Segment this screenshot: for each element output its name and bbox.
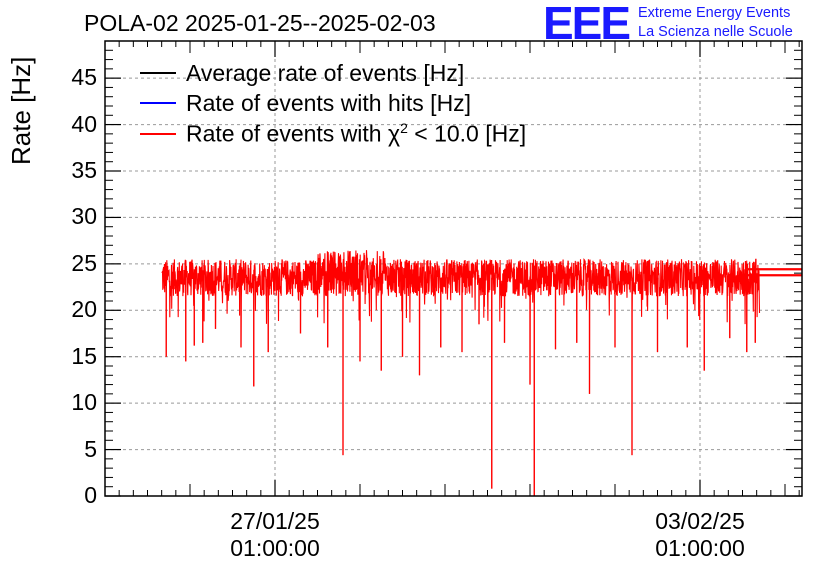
series-chi2-line bbox=[161, 250, 761, 496]
x-tick-time: 01:00:00 bbox=[655, 535, 745, 561]
legend-item-average: Average rate of events [Hz] bbox=[140, 58, 464, 88]
legend-label-average: Average rate of events [Hz] bbox=[186, 59, 465, 86]
axis-ticks bbox=[105, 40, 802, 497]
y-tick-label: 15 bbox=[71, 342, 97, 369]
series-chi2-rate bbox=[161, 250, 761, 496]
plot-frame bbox=[104, 40, 803, 497]
legend-label-hits: Rate of events with hits [Hz] bbox=[186, 89, 472, 116]
legend-swatch-hits bbox=[140, 102, 176, 104]
y-tick-label: 0 bbox=[84, 482, 97, 508]
y-tick-label: 10 bbox=[71, 389, 97, 416]
series-average-rate bbox=[746, 268, 802, 277]
eee-logo-text: Extreme Energy Events La Scienza nelle S… bbox=[638, 4, 793, 42]
legend-label-chi2: Rate of events with χ2 < 10.0 [Hz] bbox=[186, 120, 527, 147]
y-tick-label: 45 bbox=[71, 64, 97, 91]
y-tick-label: 30 bbox=[71, 203, 97, 230]
x-tick-date: 27/01/25 bbox=[230, 508, 320, 534]
y-tick-label: 35 bbox=[71, 157, 97, 183]
y-tick-label: 5 bbox=[84, 435, 97, 462]
legend-swatch-average bbox=[140, 72, 176, 74]
legend-item-chi2: Rate of events with χ2 < 10.0 [Hz] bbox=[140, 119, 526, 149]
x-tick-time: 01:00:00 bbox=[230, 535, 320, 561]
y-tick-label: 25 bbox=[71, 249, 97, 276]
y-tick-label: 20 bbox=[71, 296, 97, 323]
x-tick-date: 03/02/25 bbox=[655, 508, 745, 534]
x-tick-label: 27/01/25 01:00:00 bbox=[205, 508, 345, 562]
eee-logo-mark: EEE bbox=[543, 0, 631, 49]
legend-item-hits: Rate of events with hits [Hz] bbox=[140, 88, 471, 118]
legend-swatch-chi2 bbox=[140, 133, 176, 135]
x-tick-label: 03/02/25 01:00:00 bbox=[630, 508, 770, 562]
chart-title: POLA-02 2025-01-25--2025-02-03 bbox=[84, 10, 436, 36]
logo-line-1: Extreme Energy Events bbox=[638, 5, 791, 21]
logo-line-2: La Scienza nelle Scuole bbox=[638, 24, 793, 40]
y-tick-label: 40 bbox=[71, 110, 97, 137]
y-axis-label: Rate [Hz] bbox=[6, 56, 36, 165]
